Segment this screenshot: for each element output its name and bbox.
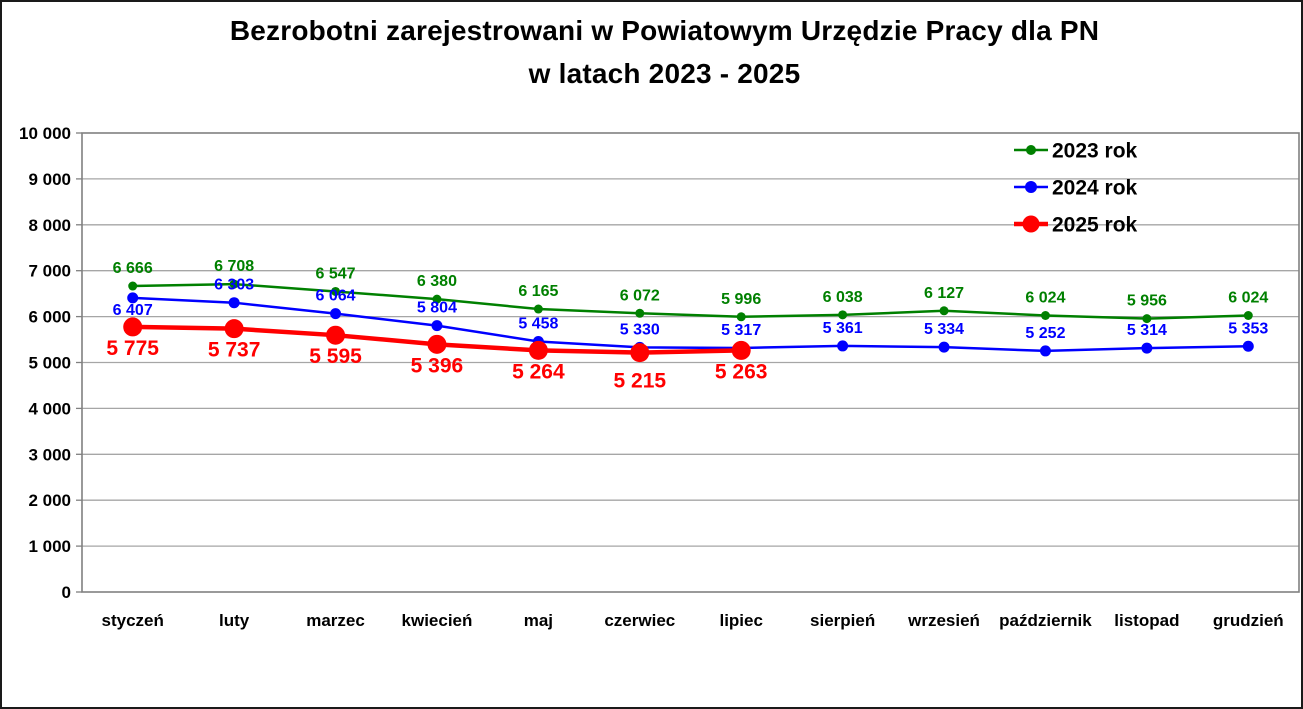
- data-point-marker: [123, 317, 143, 337]
- x-axis-label: kwiecień: [402, 611, 473, 630]
- y-axis-tick-label: 1 000: [28, 537, 71, 556]
- data-point-label: 5 595: [309, 345, 362, 368]
- data-point-label: 5 252: [1025, 325, 1065, 342]
- data-point-marker: [326, 325, 346, 345]
- data-point-marker: [736, 312, 746, 322]
- y-axis-tick-label: 4 000: [28, 399, 71, 418]
- data-point-label: 5 263: [715, 360, 768, 383]
- x-axis-label: lipiec: [719, 611, 762, 630]
- x-axis-label: styczeń: [102, 611, 164, 630]
- x-axis-label: wrzesień: [907, 611, 980, 630]
- data-point-label: 6 165: [518, 283, 558, 300]
- plot-area-border: [81, 132, 1300, 593]
- y-axis-tick-label: 6 000: [28, 308, 71, 327]
- data-point-marker: [533, 304, 543, 314]
- x-axis-label: maj: [524, 611, 553, 630]
- data-point-marker: [432, 294, 442, 304]
- series-line-2024-rok: [132, 296, 1249, 353]
- data-point-label: 6 666: [113, 260, 153, 277]
- data-point-label: 6 072: [620, 287, 660, 304]
- data-point-label: 5 215: [614, 370, 667, 393]
- data-point-label: 5 458: [518, 315, 558, 332]
- y-axis-tick-label: 0: [62, 583, 71, 602]
- data-point-marker: [528, 340, 548, 360]
- data-point-label: 5 264: [512, 360, 565, 383]
- series-line-2023-rok: [132, 282, 1249, 320]
- legend-marker: [1022, 215, 1040, 233]
- y-axis-tick-label: 10 000: [19, 124, 71, 143]
- y-axis-tick-label: 9 000: [28, 170, 71, 189]
- chart-title-line1: Bezrobotni zarejestrowani w Powiatowym U…: [229, 15, 1100, 46]
- data-point-label: 6 547: [316, 265, 356, 282]
- data-point-label: 6 380: [417, 273, 457, 290]
- y-axis-tick-label: 8 000: [28, 216, 71, 235]
- y-axis-tick-label: 3 000: [28, 445, 71, 464]
- data-point-marker: [1242, 340, 1254, 352]
- legend-label: 2025 rok: [1052, 214, 1138, 237]
- data-point-label: 5 314: [1127, 322, 1167, 339]
- data-point-marker: [1039, 345, 1051, 357]
- data-point-label: 6 024: [1025, 289, 1065, 306]
- data-point-marker: [635, 308, 645, 318]
- data-point-label: 5 361: [823, 320, 863, 337]
- x-axis-label: sierpień: [810, 611, 875, 630]
- data-point-marker: [330, 308, 342, 320]
- data-point-marker: [938, 341, 950, 353]
- data-point-marker: [1040, 310, 1050, 320]
- data-point-label: 5 996: [721, 291, 761, 308]
- x-axis-label: czerwiec: [604, 611, 675, 630]
- data-point-label: 5 804: [417, 300, 457, 317]
- data-point-label: 6 407: [113, 302, 153, 319]
- data-point-marker: [224, 319, 244, 339]
- y-axis-tick-label: 7 000: [28, 262, 71, 281]
- data-point-marker: [1243, 310, 1253, 320]
- legend-marker: [1026, 145, 1036, 155]
- data-point-marker: [1142, 314, 1152, 324]
- data-point-label: 6 024: [1228, 289, 1268, 306]
- x-axis-label: luty: [219, 611, 250, 630]
- data-point-label: 6 064: [316, 288, 356, 305]
- data-point-marker: [431, 320, 443, 332]
- chart-title-line2: w latach 2023 - 2025: [528, 58, 801, 89]
- data-point-label: 5 334: [924, 321, 964, 338]
- data-point-marker: [427, 334, 447, 354]
- data-point-label: 6 303: [214, 277, 254, 294]
- data-point-marker: [630, 343, 650, 363]
- x-axis-label: listopad: [1114, 611, 1179, 630]
- data-point-label: 6 127: [924, 285, 964, 302]
- data-point-marker: [228, 297, 240, 309]
- data-point-label: 5 737: [208, 339, 261, 362]
- data-point-marker: [838, 310, 848, 320]
- x-axis-label: marzec: [306, 611, 365, 630]
- legend-label: 2023 rok: [1052, 140, 1138, 163]
- data-point-label: 6 038: [823, 289, 863, 306]
- chart-title: Bezrobotni zarejestrowani w Powiatowym U…: [15, 9, 1301, 95]
- data-point-marker: [1141, 342, 1153, 354]
- legend-marker: [1025, 181, 1037, 193]
- x-axis-label: październik: [999, 611, 1092, 630]
- data-point-marker: [731, 340, 751, 360]
- data-point-marker: [939, 306, 949, 316]
- data-point-marker: [127, 292, 139, 304]
- x-axis-label: grudzień: [1213, 611, 1284, 630]
- data-point-marker: [331, 286, 341, 296]
- data-point-label: 5 353: [1228, 320, 1268, 337]
- data-point-marker: [229, 279, 239, 289]
- data-point-label: 5 317: [721, 322, 761, 339]
- legend-label: 2024 rok: [1052, 177, 1138, 200]
- data-point-label: 5 396: [411, 354, 464, 377]
- data-point-label: 6 708: [214, 258, 254, 275]
- data-point-marker: [837, 340, 849, 352]
- data-point-label: 5 956: [1127, 293, 1167, 310]
- data-point-label: 5 330: [620, 321, 660, 338]
- data-point-marker: [128, 281, 138, 291]
- y-axis-tick-label: 5 000: [28, 354, 71, 373]
- y-axis-tick-label: 2 000: [28, 491, 71, 510]
- data-point-label: 5 775: [106, 337, 159, 360]
